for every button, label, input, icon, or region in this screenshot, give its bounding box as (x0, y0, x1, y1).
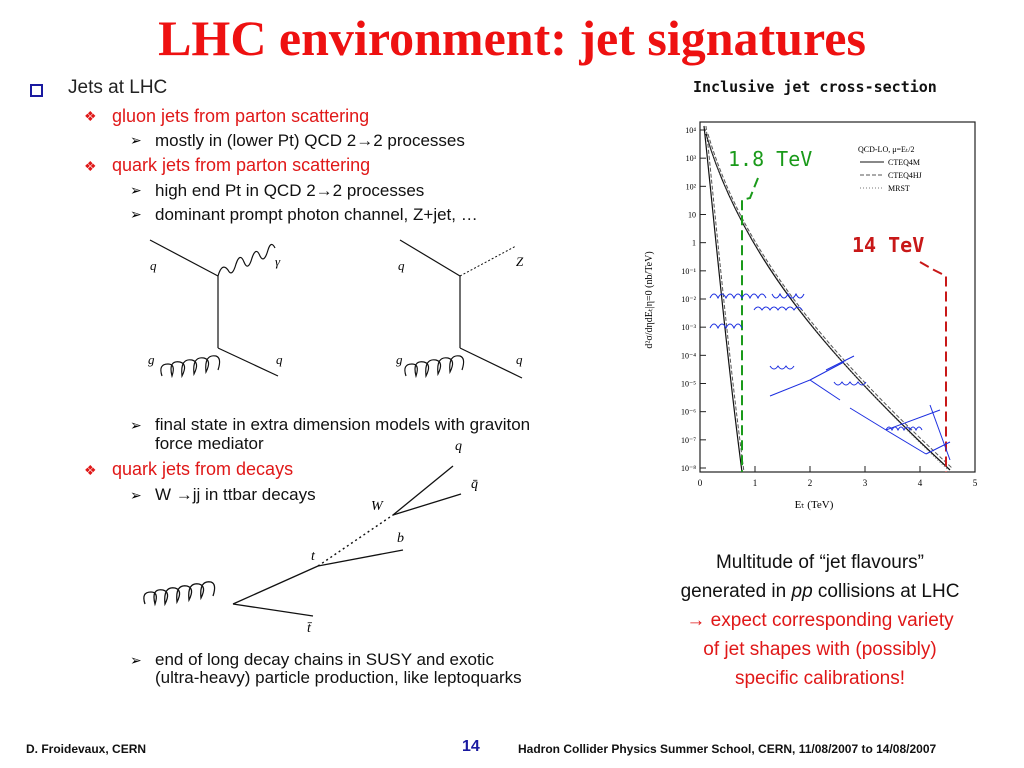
y-tick-group: 10⁴ 10³ 10² 10 1 10⁻¹ 10⁻² 10⁻³ 10⁻⁴ 10⁻⁵ 10⁻⁶ 10⁻⁷… (681, 126, 706, 473)
bullet-quark-sub1: high end Pt in QCD 2→2 processes (155, 181, 425, 200)
y-tick-label: 10⁻¹ (681, 267, 696, 276)
marker-1-8tev (741, 177, 759, 472)
y-tick-label: 10⁻⁸ (681, 464, 696, 473)
legend-mrst: MRST (888, 184, 910, 193)
label-14tev: 14 TeV (852, 233, 924, 257)
label-g-in: g (148, 352, 155, 367)
x-tick-group: 0 1 2 3 4 5 (698, 466, 978, 488)
x-axis-label: Eₜ (TeV) (795, 499, 834, 511)
caption-line-3: → expect corresponding variety (686, 610, 954, 631)
label-t: t (311, 549, 316, 564)
bullet-quark-sub3-cont: force mediator (155, 434, 264, 453)
x-tick-label: 0 (698, 478, 703, 488)
y-axis-label: d²σ/dηdEₜ|η=0 (nb/TeV) (644, 251, 655, 348)
caption-line-1: Multitude of “jet flavours” (715, 552, 925, 573)
bullet-jets-at-lhc: Jets at LHC (68, 77, 168, 98)
caption-line-5: specific calibrations! (734, 668, 906, 689)
label-b: b (397, 531, 404, 546)
label-q-out: q (276, 352, 283, 367)
label-z: Z (516, 254, 524, 269)
x-tick-label: 5 (973, 478, 978, 488)
label-q: q (455, 439, 462, 454)
legend-cteq4m: CTEQ4M (888, 158, 920, 167)
feynman-diagram-gamma: q g γ q (148, 239, 283, 379)
footer-author: D. Froidevaux, CERN (26, 742, 147, 756)
curve-1-8tev-alt (705, 125, 745, 473)
legend-cteq4hj: CTEQ4HJ (888, 171, 922, 180)
caption-line-4: of jet shapes with (possibly) (640, 635, 1000, 664)
caption-line-2c: collisions at LHC (812, 581, 960, 602)
bullet-decays-sub: W →jj in ttbar decays (155, 485, 316, 504)
bullet-susy-2: (ultra-heavy) particle production, like … (155, 668, 522, 687)
label-qbar: q̄ (471, 477, 478, 492)
jet-overlay-2 (769, 355, 867, 401)
legend-header: QCD-LO, μ=Eₜ/2 (858, 145, 915, 154)
square-bullet-icon (30, 84, 43, 97)
bullet-gluon-sub: mostly in (lower Pt) QCD 2→2 processes (155, 131, 465, 150)
label-tbar: t̄ (307, 621, 313, 636)
diamond-bullet-icon: ❖ (84, 462, 97, 478)
bullet-susy-1: end of long decay chains in SUSY and exo… (155, 650, 494, 669)
y-tick-label: 1 (692, 239, 696, 248)
bullet-quark-decays: quark jets from decays (112, 459, 294, 479)
x-tick-label: 4 (918, 478, 923, 488)
label-q-out: q (516, 352, 523, 367)
arrow-bullet-icon: ➢ (130, 182, 142, 198)
diamond-bullet-icon: ❖ (84, 158, 97, 174)
caption-line-2a: generated in (680, 581, 792, 602)
caption-line-2: generated in pp collisions at LHC (640, 577, 1000, 606)
label-q-in: q (398, 258, 405, 273)
arrow-bullet-icon: ➢ (130, 652, 142, 668)
caption-line-2b: pp (791, 581, 813, 602)
jet-overlay-1 (709, 292, 805, 330)
arrow-bullet-icon: ➢ (130, 132, 142, 148)
y-tick-label: 10⁻⁶ (681, 408, 696, 417)
x-tick-label: 1 (753, 478, 758, 488)
label-1-8tev: 1.8 TeV (728, 147, 812, 171)
arrow-bullet-icon: ➢ (130, 487, 142, 503)
y-tick-label: 10 (688, 211, 696, 220)
y-tick-label: 10⁴ (685, 126, 696, 135)
curve-1-8tev (703, 125, 743, 473)
page-title: LHC environment: jet signatures (158, 10, 866, 66)
curve-14tev (705, 133, 951, 471)
caption-block: Multitude of “jet flavours” generated in… (640, 548, 1000, 693)
y-tick-label: 10⁻³ (681, 323, 696, 332)
curve-14tev-alt (707, 133, 953, 469)
marker-14tev (919, 261, 947, 472)
y-tick-label: 10⁻⁵ (681, 380, 696, 389)
label-gamma: γ (275, 254, 281, 269)
caption-line-4a: of jet shapes (703, 639, 812, 660)
bullet-gluon-jets: gluon jets from parton scattering (112, 106, 370, 126)
arrow-bullet-icon: ➢ (130, 206, 142, 222)
y-tick-label: 10⁻² (681, 295, 696, 304)
cross-section-plot: 10⁴10³10²10110⁻¹10⁻²10⁻³10⁻⁴10⁻⁵10⁻⁶10⁻⁷… (644, 121, 978, 511)
label-q-in: q (150, 258, 157, 273)
arrow-bullet-icon: ➢ (130, 417, 142, 433)
y-tick-label: 10⁻⁴ (681, 351, 696, 360)
x-tick-label: 3 (863, 478, 868, 488)
y-tick-label: 10³ (686, 154, 697, 163)
y-tick-label: 10⁻⁷ (681, 436, 696, 445)
label-w: W (371, 499, 384, 514)
bullet-quark-sub2: dominant prompt photon channel, Z+jet, … (155, 205, 478, 224)
label-g-in: g (396, 352, 403, 367)
footer-event: Hadron Collider Physics Summer School, C… (518, 742, 937, 756)
bullet-quark-jets: quark jets from parton scattering (112, 155, 371, 175)
y-tick-label: 10² (686, 182, 697, 191)
page-number: 14 (462, 738, 480, 755)
feynman-diagram-z: q g Z q (396, 239, 524, 379)
x-tick-label: 2 (808, 478, 813, 488)
jet-overlay-3 (849, 404, 951, 461)
bullet-quark-sub3: final state in extra dimension models wi… (155, 415, 531, 434)
caption-line-4b: with (possibly) (811, 639, 937, 660)
feynman-diagram-top-decay: q q̄ W t b t̄ (143, 439, 478, 636)
plot-title: Inclusive jet cross-section (693, 78, 937, 96)
diamond-bullet-icon: ❖ (84, 108, 97, 124)
